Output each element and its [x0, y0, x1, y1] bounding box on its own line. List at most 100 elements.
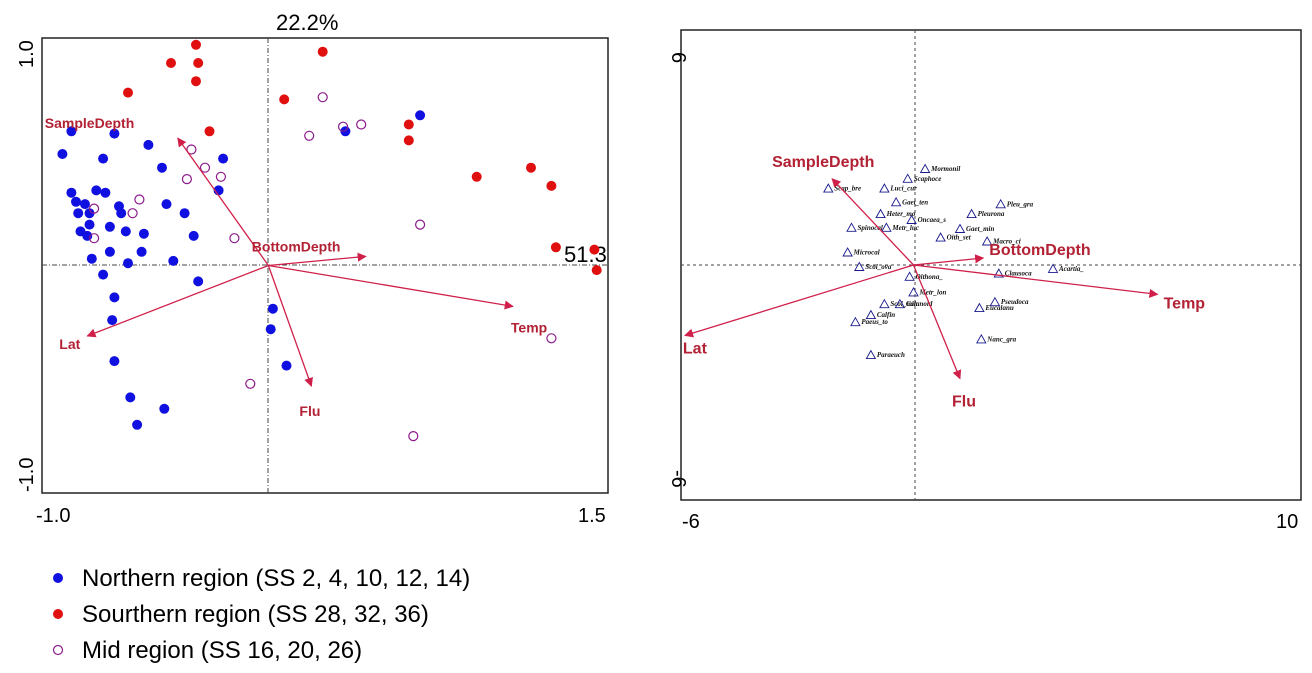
x-tick-min-left: -1.0: [36, 505, 70, 527]
point-mid-0: [317, 92, 328, 103]
species-label-scap-bre: Scap_bre: [834, 185, 861, 193]
vector-arrow-right-lat: [684, 264, 914, 338]
species-marker-metr-luc: [881, 222, 892, 232]
environment-vectors-left: SampleDepth BottomDepth Temp Lat Flu: [45, 115, 547, 419]
x-tick-max-right: 10: [1276, 511, 1298, 533]
species-marker-microcal: [842, 247, 853, 257]
point-northern-32: [109, 292, 120, 303]
species-marker-pleurona: [966, 208, 977, 219]
point-northern-5: [143, 139, 154, 150]
species-label-calfin: Calfin: [877, 311, 895, 319]
species-marker-scap-bre: [823, 183, 834, 193]
legend-item-northern: Northern region (SS 2, 4, 10, 12, 14): [53, 565, 470, 592]
species-marker-oithona: [904, 271, 915, 281]
point-northern-9: [73, 208, 84, 219]
point-sourthern-7: [279, 94, 290, 105]
point-northern-35: [109, 356, 120, 367]
vector-label-right-temp: Temp: [1164, 295, 1206, 312]
point-northern-41: [281, 360, 292, 371]
sample-ordination-panel: 22.2% 51.3 -1.0 1.5 1.0 -1.0 SampleDepth…: [16, 10, 609, 527]
point-mid-12: [229, 233, 240, 244]
species-markers: Mormonil Scaphoce Scap_bre Luci_cur Gaet_ten…: [823, 163, 1084, 360]
species-marker-spinocal: [846, 222, 857, 232]
point-northern-26: [179, 208, 190, 219]
point-mid-8: [134, 194, 145, 205]
species-marker-calfin: [865, 309, 877, 320]
point-sourthern-3: [191, 76, 201, 87]
vector-label-lat: Lat: [59, 336, 80, 352]
species-label-scol-min: Scol_min: [890, 300, 917, 308]
point-northern-34: [193, 276, 204, 287]
species-label-metr-lon: Metr_lon: [919, 288, 947, 296]
point-sourthern-5: [204, 126, 215, 137]
species-label-calanoid: Calanoid: [906, 300, 933, 308]
point-mid-7: [215, 171, 226, 182]
point-sourthern-12: [546, 180, 557, 191]
point-mid-6: [199, 162, 211, 173]
legend-marker-southern: [53, 609, 63, 619]
point-sourthern-2: [193, 58, 204, 68]
point-sourthern-11: [526, 162, 536, 173]
axis1-percent-label: 51.3: [564, 242, 607, 267]
vector-label-flu: Flu: [299, 403, 320, 419]
point-sourthern-1: [166, 58, 176, 68]
species-marker-pseudoca: [989, 296, 1001, 307]
vector-label-bottomdepth: BottomDepth: [252, 238, 341, 254]
point-northern-7: [109, 128, 120, 139]
point-northern-40: [265, 324, 276, 335]
point-sourthern-4: [123, 87, 133, 98]
point-northern-15: [84, 219, 95, 230]
point-northern-23: [104, 246, 115, 257]
species-marker-gaet-ten: [890, 196, 902, 207]
species-label-scol-ova: Scol_ova: [865, 263, 892, 271]
point-northern-24: [123, 258, 133, 269]
x-tick-max-left: 1.5: [578, 505, 606, 527]
point-northern-21: [136, 246, 147, 257]
point-northern-27: [218, 153, 229, 164]
species-marker-clausoca: [993, 268, 1005, 278]
point-northern-11: [80, 199, 90, 210]
point-mid-16: [408, 431, 419, 442]
species-marker-paeus-to: [850, 316, 861, 327]
species-label-gaet-min: Gaet_min: [966, 225, 994, 233]
point-mid-15: [245, 378, 256, 389]
vector-arrow-sampledepth: [177, 137, 269, 266]
point-northern-0: [66, 126, 77, 137]
species-marker-scol-min: [879, 298, 890, 309]
species-label-pleurona: Pleurona: [978, 210, 1005, 218]
legend-item-southern: Sourthern region (SS 28, 32, 36): [53, 601, 429, 628]
y-tick-max-right: 6: [667, 52, 689, 63]
point-northern-25: [161, 199, 172, 210]
species-marker-metr-lon: [908, 286, 919, 297]
point-northern-22: [86, 253, 97, 264]
vector-arrow-right-temp: [913, 264, 1159, 298]
species-marker-nanc-gra: [976, 333, 987, 344]
vector-arrow-right-sampledepth: [831, 178, 914, 266]
species-marker-heter-mo: [875, 208, 886, 219]
species-marker-scaphoce: [902, 173, 913, 183]
point-northern-43: [415, 110, 426, 121]
species-marker-gaet-min: [954, 223, 966, 233]
species-label-mormonil: Mormonil: [930, 165, 960, 173]
species-label-scaphoce: Scaphoce: [914, 175, 942, 183]
point-northern-4: [100, 187, 111, 198]
species-marker-oith-set: [935, 232, 946, 242]
point-sourthern-14: [589, 244, 600, 255]
point-sourthern-9: [403, 135, 414, 146]
species-marker-paraeuch: [865, 349, 877, 360]
point-sourthern-13: [550, 242, 561, 253]
point-northern-2: [66, 187, 77, 198]
species-label-oithona: Oithona_: [916, 273, 944, 281]
species-label-luci-cur: Luci_cur: [889, 185, 917, 193]
species-ordination-panel: -6 10 6 -6 Mormonil Scaphoce Scap_bre Luci_…: [667, 29, 1302, 533]
environment-vectors-right: SampleDepth BottomDepth Temp Lat Flu: [683, 154, 1205, 411]
species-marker-mormonil: [919, 163, 931, 173]
point-mid-1: [338, 121, 349, 132]
point-northern-37: [132, 419, 143, 430]
species-label-acartia: Acartia_: [1058, 265, 1084, 273]
species-label-spinocal: Spinocal: [858, 224, 883, 232]
vector-arrow-right-bottomdepth: [913, 254, 985, 266]
vector-arrow-bottomdepth: [268, 252, 367, 267]
point-mid-5: [181, 174, 192, 185]
